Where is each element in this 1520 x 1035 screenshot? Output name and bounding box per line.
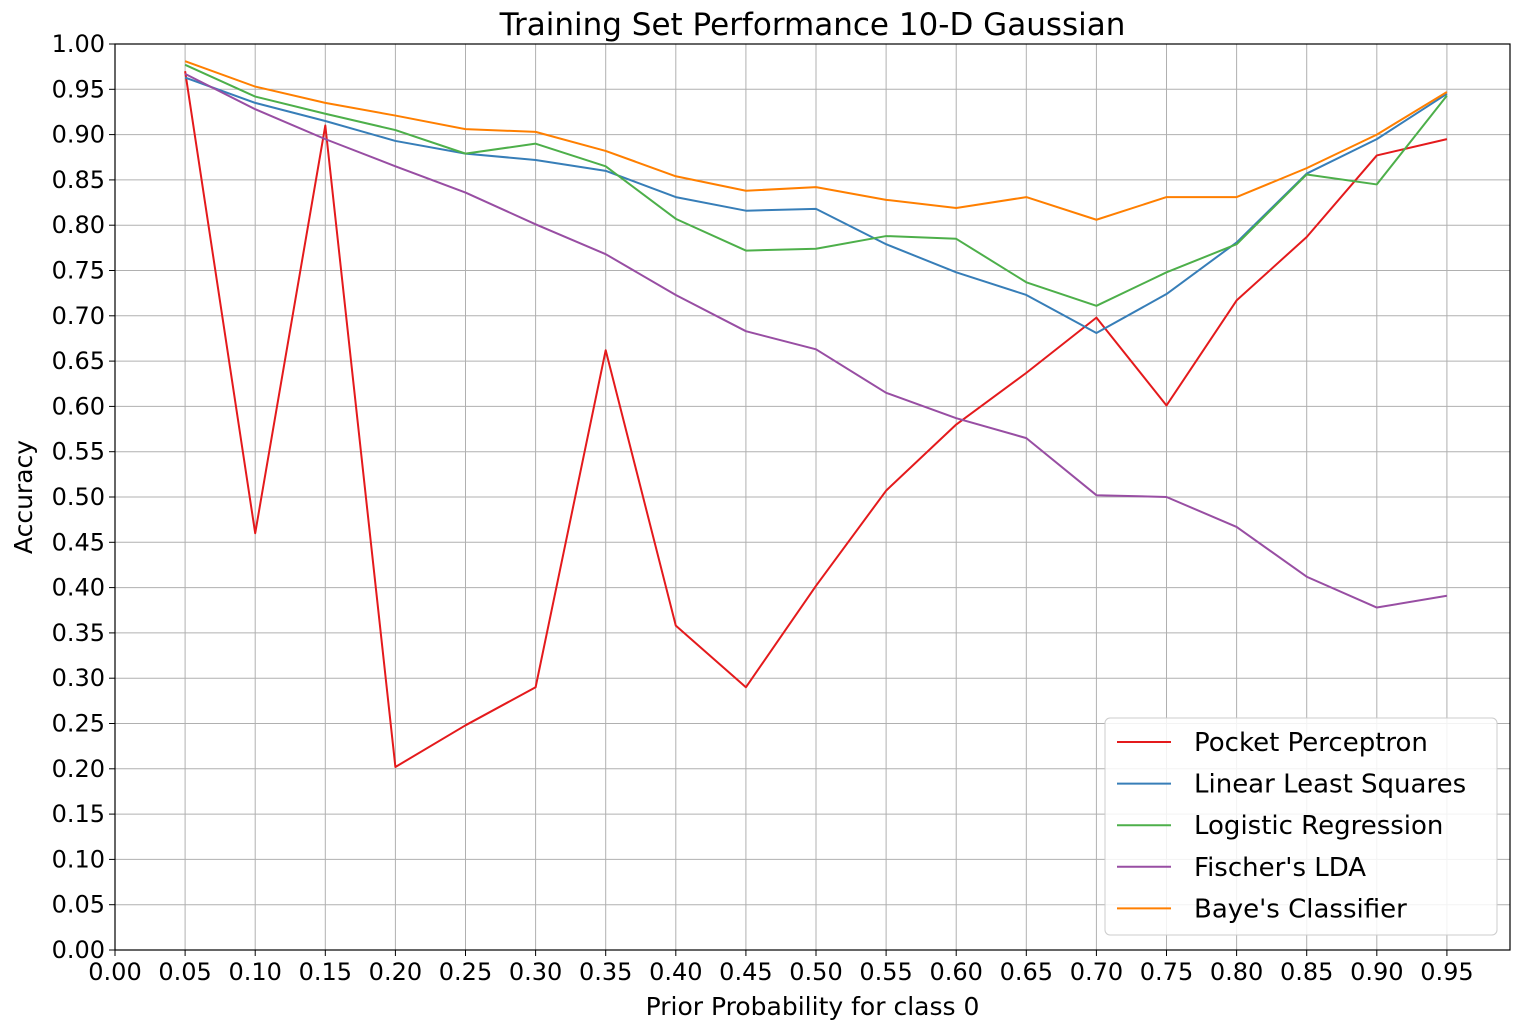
x-tick-label: 0.90 bbox=[1350, 958, 1403, 986]
legend-label: Linear Least Squares bbox=[1194, 770, 1466, 800]
x-tick-label: 0.95 bbox=[1420, 958, 1473, 986]
y-tick-label: 0.10 bbox=[52, 845, 105, 873]
y-tick-label: 0.00 bbox=[52, 936, 105, 964]
x-tick-label: 0.30 bbox=[509, 958, 562, 986]
y-tick-label: 0.05 bbox=[52, 891, 105, 919]
x-tick-label: 0.20 bbox=[369, 958, 422, 986]
y-tick-label: 0.95 bbox=[52, 75, 105, 103]
x-tick-label: 0.80 bbox=[1210, 958, 1263, 986]
x-tick-label: 0.00 bbox=[88, 958, 141, 986]
series-line-fischer-s-lda bbox=[184, 73, 1448, 609]
y-tick-label: 0.35 bbox=[52, 619, 105, 647]
x-axis-label: Prior Probability for class 0 bbox=[646, 992, 980, 1021]
y-tick-label: 0.75 bbox=[52, 257, 105, 285]
x-tick-label: 0.05 bbox=[158, 958, 211, 986]
x-tick-label: 0.40 bbox=[649, 958, 702, 986]
legend: Pocket Perceptron Linear Least Squares Log… bbox=[1104, 717, 1498, 936]
x-tick-label: 0.45 bbox=[719, 958, 772, 986]
x-tick-label: 0.50 bbox=[789, 958, 842, 986]
y-tick-label: 0.85 bbox=[52, 166, 105, 194]
x-tick-label: 0.70 bbox=[1070, 958, 1123, 986]
y-tick-label: 0.70 bbox=[52, 302, 105, 330]
y-tick-label: 0.20 bbox=[52, 755, 105, 783]
series-line-pocket-perceptron bbox=[184, 71, 1448, 768]
x-tick-label: 0.35 bbox=[579, 958, 632, 986]
legend-label: Baye's Classifier bbox=[1194, 894, 1407, 924]
y-tick-label: 0.25 bbox=[52, 710, 105, 738]
y-tick-label: 0.15 bbox=[52, 800, 105, 828]
x-tick-label: 0.10 bbox=[228, 958, 281, 986]
x-tick-label: 0.25 bbox=[439, 958, 492, 986]
legend-label: Fischer's LDA bbox=[1194, 853, 1366, 883]
y-tick-label: 1.00 bbox=[52, 30, 105, 58]
y-tick-label: 0.30 bbox=[52, 664, 105, 692]
x-tick-label: 0.65 bbox=[1000, 958, 1053, 986]
y-tick-label: 0.50 bbox=[52, 483, 105, 511]
y-tick-label: 0.40 bbox=[52, 574, 105, 602]
y-tick-label: 0.55 bbox=[52, 438, 105, 466]
y-axis-label: Accuracy bbox=[9, 440, 38, 554]
legend-label: Logistic Regression bbox=[1194, 811, 1443, 841]
series-line-linear-least-squares bbox=[184, 76, 1448, 335]
legend-label: Pocket Perceptron bbox=[1194, 728, 1428, 758]
legend-box bbox=[1104, 717, 1498, 936]
chart-title: Training Set Performance 10-D Gaussian bbox=[499, 7, 1126, 43]
x-tick-label: 0.75 bbox=[1140, 958, 1193, 986]
series-line-logistic-regression bbox=[184, 63, 1448, 307]
series-line-baye-s-classifier bbox=[184, 60, 1448, 221]
y-tick-label: 0.60 bbox=[52, 392, 105, 420]
y-tick-label: 0.90 bbox=[52, 121, 105, 149]
x-tick-label: 0.15 bbox=[299, 958, 352, 986]
y-tick-label: 0.45 bbox=[52, 528, 105, 556]
x-tick-label: 0.60 bbox=[929, 958, 982, 986]
x-tick-label: 0.85 bbox=[1280, 958, 1333, 986]
y-tick-label: 0.65 bbox=[52, 347, 105, 375]
y-tick-label: 0.80 bbox=[52, 211, 105, 239]
x-tick-label: 0.55 bbox=[859, 958, 912, 986]
